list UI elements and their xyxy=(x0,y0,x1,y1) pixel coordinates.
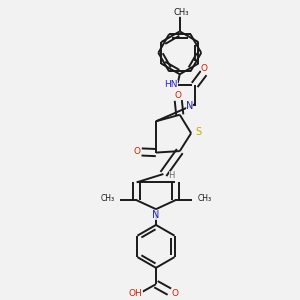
Text: S: S xyxy=(196,127,202,137)
Text: H: H xyxy=(169,171,175,180)
Text: N: N xyxy=(152,210,160,220)
Text: CH₃: CH₃ xyxy=(198,194,212,203)
Text: HN: HN xyxy=(164,80,178,89)
Text: N: N xyxy=(186,101,193,111)
Text: OH: OH xyxy=(129,289,142,298)
Text: O: O xyxy=(171,289,178,298)
Text: O: O xyxy=(134,148,141,157)
Text: CH₃: CH₃ xyxy=(173,8,189,17)
Text: O: O xyxy=(175,92,182,100)
Text: CH₃: CH₃ xyxy=(100,194,114,203)
Text: O: O xyxy=(201,64,208,73)
